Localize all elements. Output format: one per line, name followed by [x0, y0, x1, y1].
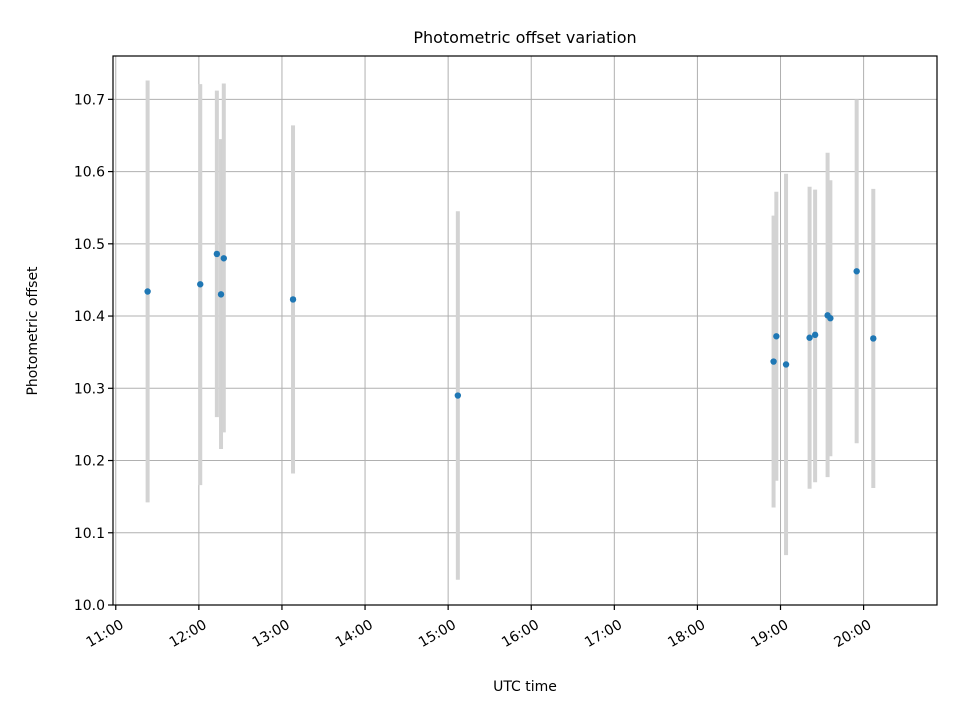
data-point	[853, 268, 860, 275]
data-point	[197, 281, 204, 288]
data-point	[827, 315, 834, 322]
y-tick-label: 10.3	[74, 381, 105, 397]
chart-title: Photometric offset variation	[413, 28, 636, 47]
data-point	[773, 333, 780, 340]
y-axis-label: Photometric offset	[25, 266, 41, 396]
y-tick-label: 10.0	[74, 598, 105, 614]
data-point	[806, 334, 813, 341]
y-tick-label: 10.4	[74, 309, 105, 325]
plot-area-frame	[112, 55, 938, 606]
data-point	[770, 358, 777, 365]
data-point	[782, 361, 790, 368]
y-tick-label: 10.6	[74, 165, 105, 181]
data-point	[811, 331, 819, 339]
data-point	[144, 288, 151, 295]
y-tick-label: 10.7	[74, 92, 105, 108]
x-axis-label: UTC time	[493, 679, 557, 695]
data-point	[289, 296, 297, 303]
data-points	[144, 250, 877, 399]
data-point	[217, 291, 225, 298]
data-point	[870, 335, 877, 342]
data-point	[213, 250, 221, 258]
data-point	[454, 392, 462, 399]
y-tick-label: 10.2	[74, 454, 105, 470]
y-tick-label: 10.1	[74, 526, 105, 542]
data-point	[220, 255, 227, 262]
y-tick-label: 10.5	[74, 237, 105, 253]
